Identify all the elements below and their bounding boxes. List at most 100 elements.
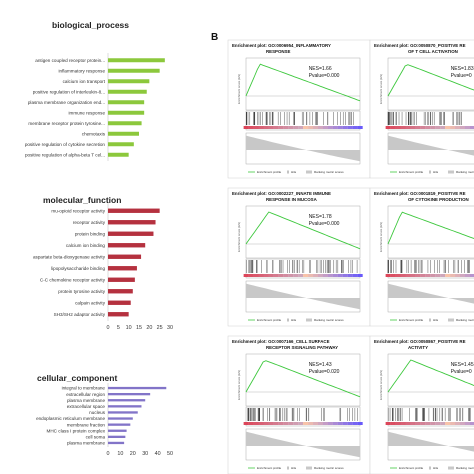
gsea-title-line2: RESPONSE (266, 49, 290, 54)
pvalue-value: Pvalue=0 (451, 369, 472, 375)
bar-chart-molecular-function: molecular_function mu-opioid receptor act… (33, 195, 173, 331)
legend-hits-label: Hits (433, 466, 439, 470)
colorbar-segment (317, 274, 324, 277)
legend-ranking-swatch (306, 466, 312, 470)
colorbar-segment (268, 422, 274, 425)
colorbar-segment (288, 274, 294, 277)
bar (108, 312, 129, 317)
gsea-plot: Enrichment plot: GO:0007166_CELL SURFACE… (227, 335, 371, 474)
bar (108, 405, 142, 408)
legend-hits-label: Hits (291, 466, 297, 470)
chart-title: biological_process (52, 20, 129, 30)
bar (108, 399, 146, 402)
colorbar-segment (425, 422, 431, 425)
colorbar-segment (400, 422, 406, 425)
colorbar-segment (357, 274, 363, 277)
category-label: calcium ion binding (66, 243, 106, 248)
category-label: integral to membrane (62, 386, 106, 391)
colorbar-segment (352, 274, 358, 277)
colorbar-segment (459, 274, 466, 277)
colorbar-segment (440, 274, 446, 277)
category-label: chemotaxis (82, 131, 106, 136)
colorbar-segment (395, 126, 401, 129)
colorbar-segment (469, 274, 474, 277)
colorbar-segment (278, 422, 284, 425)
bar (108, 254, 142, 259)
colorbar-segment (469, 126, 474, 129)
category-label: C-C chemokine receptor activity (40, 277, 106, 282)
x-tick-label: 10 (117, 451, 123, 457)
ranking-metric-area (246, 283, 360, 310)
colorbar-segment (288, 126, 294, 129)
colorbar-segment (464, 274, 470, 277)
colorbar-segment (308, 126, 314, 129)
colorbar-segment (435, 274, 441, 277)
pvalue-value: Pvalue=0.000 (309, 221, 340, 227)
colorbar-segment (445, 422, 451, 425)
colorbar-segment (420, 422, 426, 425)
colorbar-segment (263, 126, 269, 129)
colorbar-segment (283, 422, 289, 425)
bar (108, 152, 129, 157)
colorbar-segment (385, 126, 391, 129)
colorbar-segment (278, 126, 284, 129)
colorbar-segment (425, 126, 431, 129)
colorbar-segment (253, 422, 259, 425)
colorbar-segment (347, 422, 353, 425)
category-label: endoplasmic reticulum membrane (36, 416, 105, 421)
enrichment-curve (245, 63, 361, 102)
gsea-title-line2: RECEPTOR SIGNALING PATHWAY (266, 345, 338, 350)
gsea-title-line1: Enrichment plot: GO:0007166_CELL SURFACE (232, 339, 330, 344)
legend-ranking-label: Ranking metric scores (456, 170, 474, 174)
colorbar-segment (303, 422, 309, 425)
gsea-plot: Enrichment plot: GO:0050867_POSITIVE REA… (369, 335, 474, 474)
colorbar-segment (410, 274, 416, 277)
colorbar-segment (415, 126, 421, 129)
bar (108, 392, 151, 396)
colorbar-segment (332, 422, 338, 425)
gsea-title-line1: Enrichment plot: GO:0001819_POSITIVE RE (374, 191, 466, 196)
pvalue-value: Pvalue=0.000 (309, 73, 340, 79)
colorbar-segment (357, 126, 363, 129)
chart-title: cellular_component (37, 373, 117, 383)
category-label: protein binding (75, 231, 106, 236)
enrichment-curve (245, 211, 361, 250)
enrichment-curve (387, 359, 474, 393)
colorbar-segment (253, 274, 259, 277)
rank-colorbar (385, 126, 474, 129)
legend-ranking-label: Ranking metric scores (314, 318, 344, 322)
colorbar-segment (352, 126, 358, 129)
category-label: SH3/SH2 adaptor activity (54, 312, 106, 317)
colorbar-segment (327, 274, 333, 277)
panel-b-letter: B (211, 32, 218, 43)
colorbar-segment (410, 126, 416, 129)
colorbar-segment (415, 422, 421, 425)
legend-ranking-swatch (448, 170, 454, 174)
es-plot-area (387, 205, 474, 259)
es-axis-label: Enrichment score (ES) (379, 74, 383, 104)
pvalue-value: Pvalue=0 (451, 73, 472, 79)
gsea-title-line1: Enrichment plot: GO:0006954_INFLAMMATORY (232, 43, 331, 48)
colorbar-segment (283, 274, 289, 277)
category-label: positive regulation of interleukin-8... (33, 89, 105, 94)
category-label: plasma membrane (67, 398, 105, 403)
gsea-frame (369, 39, 474, 179)
ranking-metric-area (388, 431, 474, 452)
colorbar-segment (342, 126, 348, 129)
category-label: plasma membrane (67, 441, 105, 446)
colorbar-segment (390, 274, 396, 277)
colorbar-segment (248, 274, 254, 277)
colorbar-segment (450, 126, 456, 129)
x-tick-label: 0 (107, 325, 110, 331)
gsea-plot: Enrichment plot: GO:0002227_INNATE IMMUN… (227, 187, 371, 327)
es-plot-area (387, 353, 474, 407)
x-tick-label: 15 (136, 325, 142, 331)
bar (108, 68, 160, 73)
colorbar-segment (303, 126, 309, 129)
category-label: antigen coupled receptor protein... (35, 58, 105, 63)
x-tick-label: 25 (157, 325, 163, 331)
nes-value: NES=1.78 (309, 214, 332, 220)
category-label: nucleus (89, 410, 106, 415)
